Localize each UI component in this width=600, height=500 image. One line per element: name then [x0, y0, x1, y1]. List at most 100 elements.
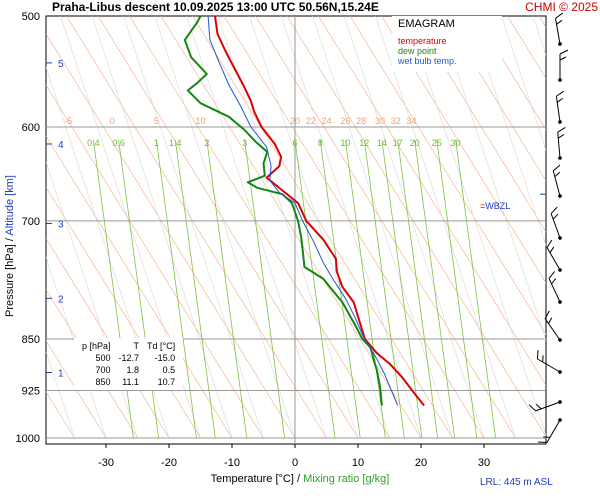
dry-adiabat-label: 28: [356, 116, 366, 126]
wind-barb-staff: [552, 170, 561, 197]
dry-adiabat-line: [46, 339, 107, 439]
series-line-wet-bulb-temp: [207, 16, 399, 406]
table-header-row: p [hPa] T Td [°C]: [78, 340, 179, 352]
dry-adiabat-line: [475, 16, 546, 131]
moist-adiabat-line: [438, 16, 546, 341]
mixing-ratio-label: 17: [393, 138, 403, 148]
data-table: p [hPa] T Td [°C] 500 -12.7 -15.0 700 1.…: [74, 338, 184, 390]
wind-barb-flag: [535, 403, 542, 410]
moist-adiabat-line: [123, 16, 264, 439]
mixing-ratio-label: 30: [451, 138, 461, 148]
x-tick-label: -30: [98, 457, 114, 469]
wind-barb-staff: [544, 318, 561, 341]
moist-adiabat-line: [375, 16, 516, 439]
wind-barb: [558, 49, 569, 82]
dry-adiabat-label: 10: [195, 116, 205, 126]
dry-adiabat-line: [223, 16, 485, 439]
legend: EMAGRAM temperature dew point wet bulb t…: [392, 16, 502, 72]
wind-barb: [528, 400, 562, 412]
moist-adiabat-line: [406, 16, 546, 436]
moist-adiabat-line: [154, 16, 296, 439]
dry-adiabat-label: 26: [340, 116, 350, 126]
mixing-ratio-line: [156, 139, 197, 439]
wbzl-marker: =WBZL: [480, 201, 510, 211]
wind-barb-dot: [558, 156, 562, 160]
wind-barb-staff: [546, 247, 561, 271]
moist-adiabat-line: [501, 16, 546, 152]
wind-barb-dot: [558, 418, 562, 422]
x-tick-label: 20: [415, 457, 427, 469]
x-tick-label: 0: [292, 457, 298, 469]
x-tick-label: -10: [224, 457, 240, 469]
wind-barb-dot: [558, 400, 562, 404]
wind-barb-flag: [556, 90, 565, 97]
altitude-tick-label: 2: [58, 294, 64, 305]
wind-barb-dot: [558, 338, 562, 342]
dry-adiabat-line: [192, 16, 453, 439]
mixing-ratio-line: [244, 139, 285, 439]
wind-barb: [544, 310, 562, 342]
y-axis-label-altitude: Altitude [km]: [4, 175, 16, 236]
wind-barb-flag: [552, 213, 559, 220]
dry-adiabat-label: 22: [306, 116, 316, 126]
dry-adiabat-label: 20: [290, 116, 300, 126]
y-tick-label: 925: [22, 386, 40, 398]
wind-barb-flag: [548, 271, 555, 279]
wind-barb-staff: [557, 132, 561, 159]
mixing-ratio-line: [174, 139, 216, 439]
x-axis-label-separator: /: [293, 473, 304, 485]
wind-barb-staff: [550, 213, 561, 239]
y-axis-label-pressure: Pressure [hPa]: [4, 244, 16, 317]
x-axis-label: Temperature [°C] / Mixing ratio [g/kg]: [0, 473, 600, 485]
moist-adiabat-line: [91, 16, 233, 439]
y-tick-label: 500: [22, 11, 40, 23]
mixing-ratio-line: [397, 139, 439, 439]
wind-barb-dot: [558, 300, 562, 304]
table-row: 500 -12.7 -15.0: [78, 352, 179, 364]
wind-barb-dot: [558, 194, 562, 198]
mixing-ratio-line: [436, 139, 478, 439]
x-tick-label: 10: [352, 457, 364, 469]
table-cell: -15.0: [154, 353, 176, 363]
wind-barb-flag: [556, 97, 564, 103]
wind-barb-flag: [544, 310, 550, 319]
wind-barb-flag: [549, 246, 555, 253]
chart-title: Praha-Libus descent 10.09.2025 13:00 UTC…: [52, 0, 379, 14]
x-axis-label-mixing: Mixing ratio [g/kg]: [303, 473, 390, 485]
altitude-tick-label: 3: [58, 219, 64, 230]
mixing-ratio-label: 1: [154, 138, 159, 148]
dry-adiabat-label: 34: [407, 116, 417, 126]
wind-barb: [546, 239, 562, 272]
series-line-dew-point: [183, 16, 383, 406]
lrl-label: LRL: 445 m ASL: [480, 477, 553, 488]
y-axis-label: Pressure [hPa] / Altitude [km]: [4, 166, 16, 326]
mixing-ratio-label: 2: [204, 138, 209, 148]
dry-adiabat-label: -5: [64, 116, 72, 126]
y-tick-label: 850: [22, 334, 40, 346]
table-cell: 500: [95, 353, 111, 363]
dry-adiabat-line: [571, 16, 600, 438]
wind-barb-flag: [552, 164, 561, 172]
legend-item-temperature: temperature: [398, 36, 447, 46]
moist-adiabat-line: [46, 351, 75, 439]
table-row: 700 1.8 0.5: [78, 364, 179, 376]
wind-barb: [538, 418, 562, 444]
dry-adiabat-line: [255, 16, 516, 439]
x-tick-label: -20: [161, 457, 177, 469]
wind-barb-staff: [548, 278, 561, 303]
series-line-temperature: [214, 16, 425, 407]
table-cell: 0.5: [162, 365, 176, 375]
mixing-ratio-label: 1.4: [169, 138, 182, 148]
dry-adiabat-line: [97, 16, 359, 439]
wind-barb-flag: [557, 134, 565, 139]
mixing-ratio-line: [455, 139, 497, 439]
wind-barb: [536, 350, 562, 374]
dry-adiabat-line: [160, 16, 422, 439]
moist-adiabat-line: [469, 16, 546, 247]
wbzl-label: WBZL: [485, 201, 511, 211]
wind-barb-staff: [555, 96, 561, 123]
mixing-ratio-line: [381, 139, 423, 439]
mixing-ratio-line: [294, 139, 336, 439]
altitude-tick-label: 5: [58, 59, 64, 70]
